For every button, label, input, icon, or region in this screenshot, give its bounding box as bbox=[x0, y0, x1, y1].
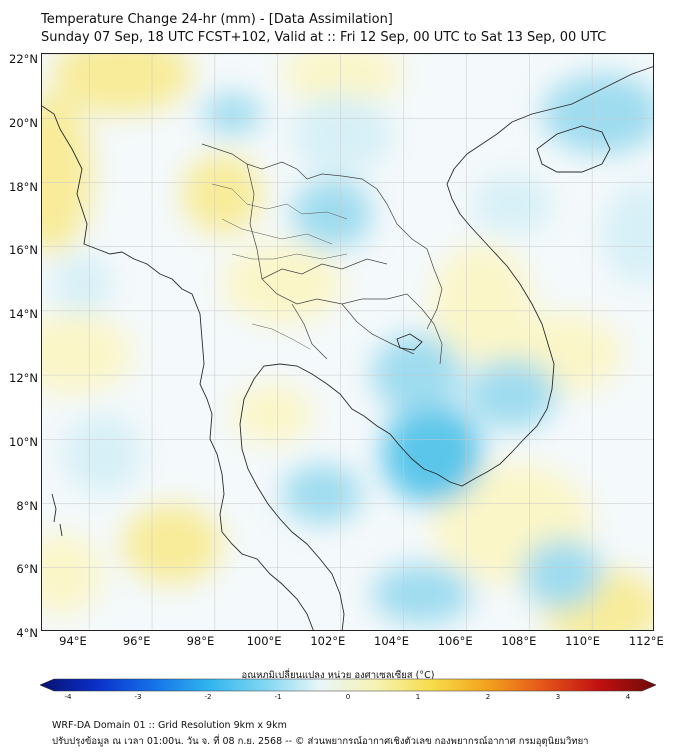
field-blob bbox=[432, 244, 532, 364]
field-blob bbox=[42, 94, 92, 254]
longitude-label: 98°E bbox=[186, 634, 215, 648]
field-blob bbox=[62, 414, 142, 494]
colorbar-tick-label: -3 bbox=[134, 693, 142, 701]
latitude-label: 10°N bbox=[9, 434, 38, 449]
interior-borders bbox=[201, 143, 443, 365]
coastlines-borders bbox=[42, 66, 653, 630]
latitude-label: 4°N bbox=[16, 626, 38, 641]
mainland-coast-west bbox=[42, 105, 314, 630]
latitude-label: 20°N bbox=[9, 115, 38, 130]
field-blob bbox=[372, 334, 462, 414]
field-blob bbox=[222, 244, 342, 324]
map-panel bbox=[41, 53, 654, 631]
colorbar bbox=[40, 678, 656, 692]
longitude-label: 110°E bbox=[565, 634, 601, 648]
gulf-coast bbox=[239, 363, 365, 630]
colorbar-tick-label: -4 bbox=[64, 693, 72, 701]
latitude-label: 14°N bbox=[9, 307, 38, 322]
field-blob bbox=[232, 384, 312, 444]
tonle-sap-lake bbox=[396, 333, 423, 351]
map-canvas bbox=[42, 54, 653, 630]
hainan-island bbox=[536, 125, 611, 173]
field-blob bbox=[292, 94, 392, 174]
field-blob bbox=[52, 254, 112, 314]
latitude-label: 6°N bbox=[16, 562, 38, 577]
colorbar-gradient bbox=[40, 678, 656, 692]
latitude-label: 16°N bbox=[9, 243, 38, 258]
colorbar-tick-label: -1 bbox=[274, 693, 282, 701]
longitude-label: 100°E bbox=[246, 634, 282, 648]
temperature-change-field bbox=[42, 54, 653, 630]
graticule bbox=[42, 54, 653, 630]
footer-update-info: ปรับปรุงข้อมูล ณ เวลา 01:00น. วัน จ. ที่… bbox=[52, 736, 589, 747]
colorbar-tick-label: 3 bbox=[555, 693, 561, 701]
field-blob bbox=[282, 464, 362, 524]
field-blob bbox=[182, 154, 262, 234]
field-blob bbox=[42, 534, 102, 614]
map-subtitle: Sunday 07 Sep, 18 UTC FCST+102, Valid at… bbox=[41, 30, 607, 45]
field-blob bbox=[372, 564, 472, 624]
colorbar-label: อุณหภูมิเปลี่ยนแปลง หน่วย องศาเซลเซียส (… bbox=[241, 670, 435, 681]
field-blob bbox=[382, 404, 482, 504]
longitude-label: 96°E bbox=[122, 634, 151, 648]
field-blob bbox=[52, 54, 192, 114]
longitude-label: 104°E bbox=[374, 634, 409, 648]
latitude-label: 12°N bbox=[9, 371, 38, 385]
longitude-label: 106°E bbox=[437, 634, 473, 648]
field-blob bbox=[202, 94, 262, 134]
longitude-label: 102°E bbox=[310, 634, 346, 648]
field-blob bbox=[42, 314, 132, 394]
field-blob bbox=[542, 74, 653, 154]
field-blob bbox=[602, 184, 653, 284]
latitude-label: 8°N bbox=[16, 498, 38, 513]
colorbar-tick-label: 4 bbox=[625, 693, 631, 701]
map-title: Temperature Change 24-hr (mm) - [Data As… bbox=[41, 12, 393, 27]
longitude-label: 112°E bbox=[628, 634, 664, 648]
province-lines bbox=[211, 183, 348, 350]
andaman-islands bbox=[51, 493, 63, 537]
field-blob bbox=[122, 504, 222, 584]
colorbar-tick-label: 0 bbox=[345, 693, 351, 701]
colorbar-tick-label: 2 bbox=[485, 693, 491, 701]
footer-model-info: WRF-DA Domain 01 :: Grid Resolution 9km … bbox=[52, 720, 287, 731]
latitude-label: 18°N bbox=[9, 179, 38, 194]
latitude-label: 22°N bbox=[9, 52, 38, 66]
field-blob bbox=[522, 539, 602, 609]
cambodia-vietnam-coast bbox=[363, 66, 653, 487]
colorbar-tick-label: -2 bbox=[204, 693, 212, 701]
field-blob bbox=[467, 359, 557, 429]
longitude-label: 108°E bbox=[501, 634, 537, 648]
field-blob bbox=[282, 54, 402, 104]
field-blob bbox=[472, 174, 552, 234]
longitude-label: 94°E bbox=[59, 634, 87, 648]
colorbar-tick-label: 1 bbox=[415, 693, 421, 701]
